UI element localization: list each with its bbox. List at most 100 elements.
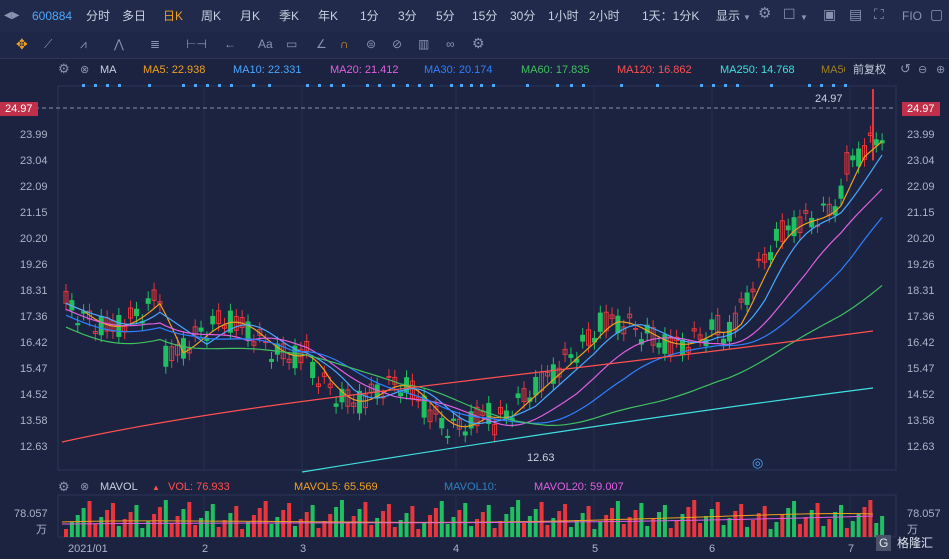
volume-bar [480,512,485,537]
zoom-out-icon[interactable]: ⊖ [918,64,928,76]
polyline-tool-icon[interactable]: ⋀ [114,37,124,51]
volume-bar [81,508,86,537]
candle-body [257,329,263,336]
volume-bar [850,521,855,537]
fullscreen-icon[interactable]: ⛶ [874,6,884,22]
period-1min[interactable]: 1分 [360,9,379,23]
volume-bar [833,512,838,537]
collapse-icon[interactable]: ◀▶ [4,10,20,21]
fio-label[interactable]: FIO [902,9,922,23]
event-marker-icon[interactable]: ◎ [752,455,764,470]
checkbox-icon[interactable]: ☐ [783,6,796,22]
period-3min[interactable]: 3分 [398,9,417,23]
volume-bar [539,502,544,537]
price-tick: 15.47 [20,363,48,375]
zoom-in-icon[interactable]: ⊕ [936,64,946,76]
candle-body [597,312,603,332]
fibonacci-tool-icon[interactable]: ≣ [150,37,161,51]
period-yearly[interactable]: 年K [318,9,339,23]
vol-axis-left-unit: 万 [36,524,47,536]
trash-icon[interactable]: ▥ [418,37,430,51]
candle-body [497,406,503,415]
volume-bar [69,522,74,537]
screenshot-icon[interactable]: ▣ [823,6,837,22]
volume-bar [645,526,650,537]
crosshair-icon[interactable]: ✥ [16,36,28,52]
ruler-tool-icon[interactable]: ∠ [316,37,327,51]
candle-body [856,148,862,167]
price-tick: 16.42 [907,337,935,349]
line-tool-icon[interactable]: ⟋ [44,37,53,51]
volume-bar [64,529,68,537]
volume-bar [856,514,861,537]
candle-body [462,431,468,436]
event-dot [700,84,703,87]
draw-settings-icon[interactable]: ⚙ [472,35,485,51]
candle-body [216,310,222,325]
volume-bar [275,517,280,537]
link-icon[interactable]: ∞ [446,37,455,51]
volume-bar [345,523,350,537]
volume-bar [428,515,433,537]
arrow-tool-icon[interactable]: ← [224,37,236,51]
price-tick: 22.09 [907,181,935,193]
period-multiday[interactable]: 多日 [122,9,147,23]
period-1hour[interactable]: 1小时 [548,9,579,23]
magnet-icon[interactable]: ∩ [340,37,349,51]
volume-bar [533,509,538,537]
ma250-line [301,387,874,473]
vol-close-icon[interactable]: ⊗ [80,481,90,493]
event-dot [556,84,559,87]
checkbox-caret-icon[interactable]: ▼ [800,13,808,22]
vol-settings-icon[interactable]: ⚙ [58,479,70,494]
volume-bar [122,519,127,537]
volume-bar [803,517,808,537]
candle-body [169,346,175,361]
ma-close-icon[interactable]: ⊗ [80,64,90,76]
current-price-badge-left: 24.97 [0,102,38,116]
ma10-value: MA10: 22.331 [233,64,302,76]
reset-icon[interactable]: ↺ [900,61,911,76]
volume-bar [739,504,744,537]
period-quarterly[interactable]: 季K [279,9,300,23]
text-tool[interactable]: Aa [258,37,273,51]
interval-select[interactable]: 1天：1分K [642,9,700,23]
period-daily[interactable]: 日K [163,9,184,23]
price-tick: 13.58 [20,415,48,427]
volume-bar [762,506,767,537]
layout-icon[interactable]: ▤ [849,6,863,22]
period-5min[interactable]: 5分 [436,9,455,23]
event-dot [318,84,321,87]
volume-bar [786,508,791,537]
display-menu[interactable]: 显示 [716,9,741,23]
range-tool-icon[interactable]: ⊢⊣ [186,37,207,51]
volume-bar [146,521,151,537]
price-tick: 14.52 [907,389,935,401]
ma30-value: MA30: 20.174 [424,64,493,76]
volume-bar [386,504,391,537]
adjust-mode[interactable]: 前复权 [853,64,886,76]
hide-icon[interactable]: ⊘ [392,37,403,51]
period-weekly[interactable]: 周K [201,9,222,23]
period-fenshi[interactable]: 分时 [86,9,111,23]
gear-icon[interactable]: ⚙ [758,5,772,22]
candle-body [568,354,574,358]
period-30min[interactable]: 30分 [510,9,536,23]
candle-body [98,315,104,336]
caret-down-icon[interactable]: ▼ [743,13,751,22]
period-15min[interactable]: 15分 [472,9,498,23]
volume-bar [492,528,497,537]
volume-bar [774,522,779,537]
lock-icon[interactable]: ⊜ [366,37,377,51]
stock-code[interactable]: 600884 [32,9,73,23]
comment-tool-icon[interactable]: ▭ [286,37,298,51]
window-icon[interactable]: ▢ [930,6,944,22]
volume-bar [310,505,315,537]
price-tick: 18.31 [20,285,48,297]
ma-settings-icon[interactable]: ⚙ [58,61,70,76]
channel-tool-icon[interactable]: ⩘ [80,37,87,51]
period-monthly[interactable]: 月K [240,9,261,23]
period-2hour[interactable]: 2小时 [589,9,620,23]
candle-body [873,139,879,146]
